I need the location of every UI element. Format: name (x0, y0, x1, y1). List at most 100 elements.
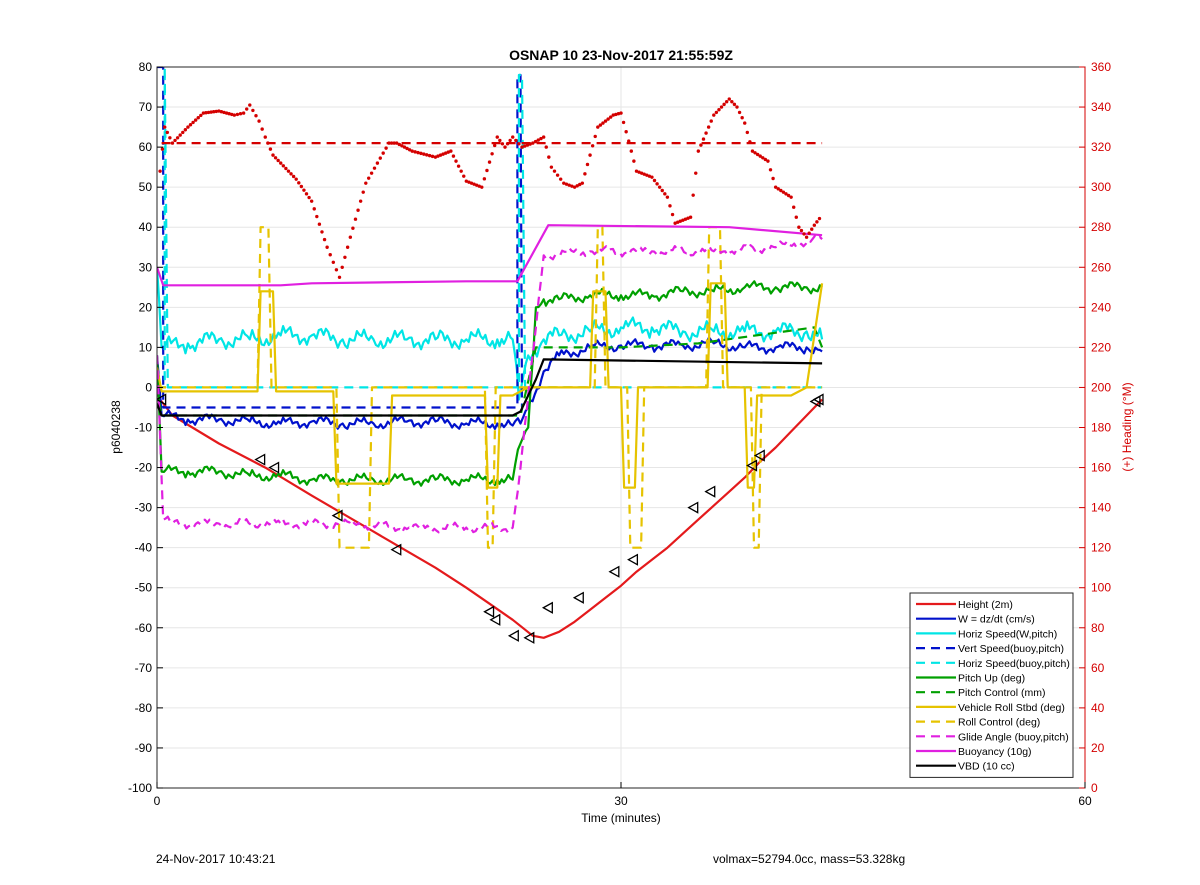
heading-point (627, 139, 631, 143)
heading-point (407, 148, 412, 152)
heading-point (619, 111, 623, 115)
heading-point (449, 149, 453, 153)
heading-point (789, 195, 793, 199)
heading-point (173, 138, 177, 143)
heading-point (712, 113, 716, 117)
heading-point (351, 226, 355, 230)
heading-point (188, 123, 193, 127)
heading-point (611, 113, 615, 117)
heading-point (652, 178, 657, 183)
heading-point (482, 177, 487, 181)
heading-point (279, 161, 283, 165)
heading-point (273, 156, 278, 160)
series-roll-control-deg (157, 226, 823, 549)
heading-point (302, 188, 306, 192)
heading-point (691, 193, 695, 197)
legend-item: Pitch Up (deg) (916, 673, 1025, 685)
heading-point (170, 141, 175, 145)
heading-point (337, 275, 342, 279)
heading-point (598, 123, 603, 127)
heading-point (781, 190, 786, 194)
heading-point (495, 135, 499, 139)
heading-point (786, 193, 791, 198)
y-tick-label: -70 (135, 661, 153, 675)
heading-point (487, 160, 492, 164)
heading-point (427, 153, 432, 158)
y2-tick-label: 80 (1091, 621, 1105, 635)
heading-point (364, 181, 368, 185)
heading-point (639, 171, 644, 175)
heading-point (384, 146, 388, 150)
y-tick-label: -40 (135, 541, 153, 555)
heading-point (575, 184, 579, 188)
heading-point (583, 172, 587, 176)
heading-point (709, 119, 713, 123)
y-tick-label: 40 (139, 220, 153, 234)
heading-point (743, 121, 747, 125)
heading-point (533, 139, 538, 144)
heading-point (701, 137, 706, 141)
heading-point (634, 169, 639, 173)
heading-point (224, 111, 229, 115)
y2-tick-label: 220 (1091, 340, 1111, 354)
heading-point (541, 135, 546, 139)
heading-point (498, 138, 502, 143)
y2-tick-label: 320 (1091, 140, 1111, 154)
y-axis-label: p6040238 (109, 400, 123, 454)
height-marker (812, 393, 824, 406)
heading-point (168, 136, 172, 140)
heading-point (555, 173, 560, 177)
heading-point (629, 149, 634, 153)
heading-point (572, 185, 577, 189)
y-tick-label: 10 (139, 340, 153, 354)
heading-point (163, 125, 167, 129)
legend-item: VBD (10 cc) (916, 761, 1015, 773)
height-marker (627, 553, 639, 566)
heading-point (694, 171, 698, 175)
heading-point (660, 188, 664, 193)
heading-point (755, 152, 760, 157)
series-height-2m (159, 398, 823, 639)
heading-point (367, 176, 371, 180)
heading-point (632, 159, 636, 163)
heading-point (245, 107, 249, 111)
heading-point (544, 145, 548, 149)
y2-tick-label: 140 (1091, 501, 1111, 515)
heading-point (217, 109, 221, 113)
heading-point (254, 114, 258, 118)
heading-point (454, 159, 458, 163)
heading-point (206, 110, 211, 115)
heading-point (714, 110, 719, 115)
heading-point (340, 265, 344, 269)
heading-point (492, 143, 497, 148)
heading-point (699, 143, 703, 147)
heading-point (508, 138, 512, 143)
heading-point (817, 216, 822, 221)
heading-point (590, 144, 595, 148)
series-glide-angle-buoy-pitch (157, 234, 823, 534)
heading-point (549, 165, 554, 169)
heading-point (317, 222, 322, 226)
legend: Height (2m) W = dz/dt (cm/s) Horiz Speed(W… (909, 592, 1074, 778)
legend-item: Pitch Control (mm) (916, 687, 1046, 699)
heading-point (740, 116, 744, 120)
heading-point (719, 105, 724, 109)
heading-point (446, 150, 450, 154)
heading-point (797, 225, 801, 229)
heading-point (657, 185, 662, 189)
legend-label: Glide Angle (buoy,pitch) (958, 731, 1069, 743)
legend-label: Height (2m) (958, 599, 1013, 611)
y2-tick-label: 240 (1091, 300, 1111, 314)
height-marker (268, 461, 280, 474)
y-tick-label: -80 (135, 701, 153, 715)
heading-point (204, 111, 208, 115)
legend-item: Vert Speed(buoy,pitch) (916, 643, 1064, 655)
series-horiz-speed-buoy-pitch (157, 67, 823, 389)
heading-point (193, 118, 198, 122)
y2-tick-label: 340 (1091, 100, 1111, 114)
heading-point (683, 217, 688, 221)
heading-point (727, 97, 731, 101)
y2-tick-label: 60 (1091, 661, 1105, 675)
heading-point (422, 152, 426, 156)
right-axis: 0 20 40 60 80 100 120 140 160 180 200 220 240 260 280 3… (1079, 60, 1111, 795)
